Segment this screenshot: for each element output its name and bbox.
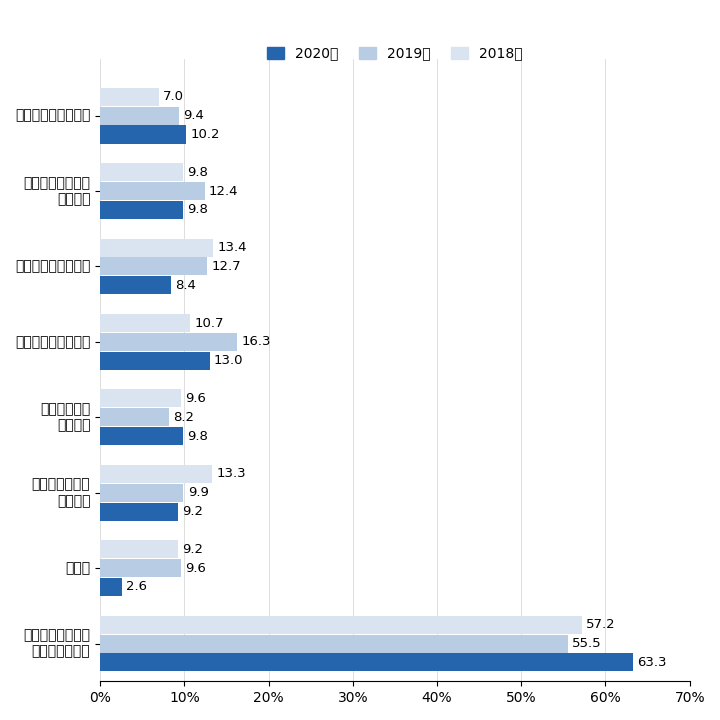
Bar bbox=[100, 465, 212, 483]
Text: 8.2: 8.2 bbox=[174, 411, 194, 424]
Bar bbox=[100, 578, 122, 596]
Text: 9.9: 9.9 bbox=[188, 486, 209, 499]
Bar bbox=[100, 238, 213, 256]
Bar bbox=[100, 484, 184, 502]
Bar bbox=[100, 333, 238, 351]
Text: 9.8: 9.8 bbox=[187, 430, 208, 443]
Bar bbox=[100, 390, 181, 408]
Bar bbox=[100, 88, 159, 106]
Bar bbox=[100, 408, 169, 426]
Text: 13.3: 13.3 bbox=[216, 467, 246, 480]
Text: 13.4: 13.4 bbox=[217, 241, 247, 254]
Bar bbox=[100, 653, 634, 672]
Bar bbox=[100, 540, 178, 558]
Bar bbox=[100, 503, 178, 521]
Bar bbox=[100, 427, 183, 445]
Text: 9.8: 9.8 bbox=[187, 166, 208, 179]
Bar bbox=[100, 182, 204, 200]
Bar bbox=[100, 559, 181, 577]
Text: 63.3: 63.3 bbox=[637, 656, 667, 669]
Bar bbox=[100, 276, 171, 294]
Bar bbox=[100, 107, 179, 125]
Bar bbox=[100, 257, 207, 276]
Bar bbox=[100, 351, 210, 370]
Bar bbox=[100, 634, 567, 652]
Text: 13.0: 13.0 bbox=[214, 354, 243, 367]
Text: 9.6: 9.6 bbox=[185, 392, 206, 405]
Bar bbox=[100, 125, 186, 143]
Text: 9.8: 9.8 bbox=[187, 203, 208, 217]
Text: 9.2: 9.2 bbox=[181, 505, 203, 518]
Text: 9.4: 9.4 bbox=[184, 109, 204, 122]
Bar bbox=[100, 163, 183, 181]
Legend: 2020年, 2019年, 2018年: 2020年, 2019年, 2018年 bbox=[261, 41, 528, 66]
Bar bbox=[100, 201, 183, 219]
Text: 57.2: 57.2 bbox=[586, 618, 616, 631]
Bar bbox=[100, 616, 582, 634]
Text: 9.2: 9.2 bbox=[181, 543, 203, 556]
Text: 8.4: 8.4 bbox=[175, 279, 196, 292]
Text: 12.4: 12.4 bbox=[209, 184, 238, 197]
Text: 12.7: 12.7 bbox=[211, 260, 241, 273]
Text: 10.2: 10.2 bbox=[190, 128, 220, 141]
Text: 9.6: 9.6 bbox=[185, 562, 206, 575]
Text: 7.0: 7.0 bbox=[163, 90, 184, 103]
Text: 10.7: 10.7 bbox=[194, 317, 224, 330]
Text: 16.3: 16.3 bbox=[242, 336, 271, 348]
Bar bbox=[100, 314, 190, 332]
Text: 2.6: 2.6 bbox=[126, 580, 147, 593]
Text: 55.5: 55.5 bbox=[572, 637, 601, 650]
